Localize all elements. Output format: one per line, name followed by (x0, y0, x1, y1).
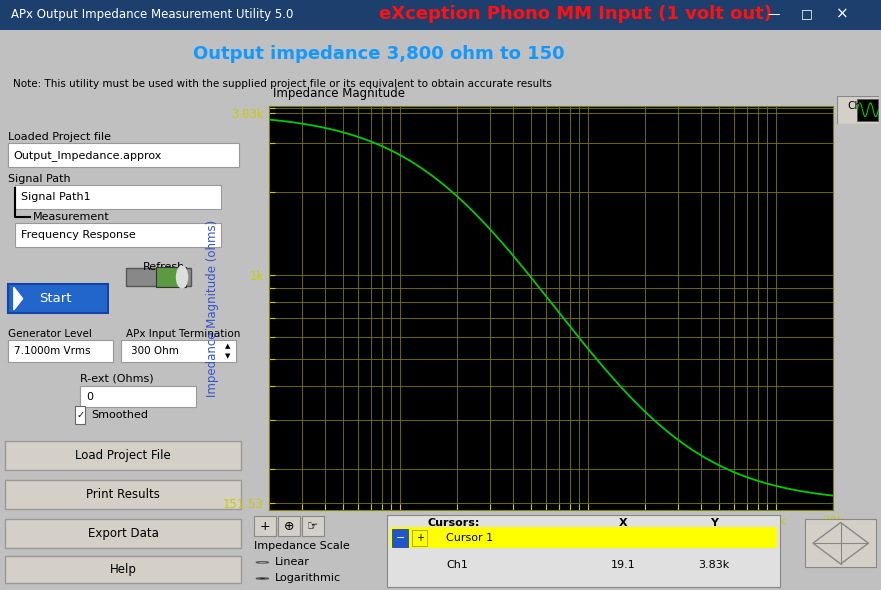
Bar (5, 556, 241, 583)
Bar (302, 516, 323, 536)
Polygon shape (813, 523, 869, 564)
Text: eXception Phono MM Input (1 volt out): eXception Phono MM Input (1 volt out) (379, 5, 772, 23)
Text: Signal Path1: Signal Path1 (21, 192, 91, 202)
Text: Output_Impedance.approx: Output_Impedance.approx (14, 150, 162, 160)
Bar (121, 340, 236, 362)
Text: Export Data: Export Data (87, 527, 159, 540)
Text: Impedance Scale: Impedance Scale (255, 540, 350, 550)
Text: APx Output Impedance Measurement Utility 5.0: APx Output Impedance Measurement Utility… (11, 8, 293, 21)
Text: Y: Y (710, 517, 718, 527)
Bar (5, 441, 241, 470)
Text: Print Results: Print Results (86, 488, 160, 501)
Text: Loaded Project file: Loaded Project file (8, 132, 110, 142)
Text: Impedance Magnitude: Impedance Magnitude (273, 87, 405, 100)
Text: —: — (767, 8, 780, 21)
Bar (5, 519, 241, 548)
Text: Measurement: Measurement (33, 212, 109, 222)
Bar (255, 516, 276, 536)
Text: Refresh: Refresh (143, 262, 185, 272)
Text: 3.83k: 3.83k (699, 560, 729, 571)
Circle shape (176, 266, 188, 288)
Bar (5, 480, 241, 509)
Text: Start: Start (39, 292, 71, 305)
X-axis label: Frequency (Hz): Frequency (Hz) (503, 532, 598, 545)
Bar (80, 386, 196, 407)
Text: X: X (618, 517, 627, 527)
Bar (387, 515, 781, 587)
Bar (15, 185, 221, 208)
Text: Cursors:: Cursors: (427, 517, 480, 527)
Text: ▼: ▼ (225, 353, 230, 359)
Circle shape (256, 578, 269, 579)
Circle shape (256, 562, 269, 563)
Text: 7.1000m Vrms: 7.1000m Vrms (14, 346, 91, 356)
Text: +: + (260, 520, 270, 533)
Y-axis label: Impedance Magnitude (ohms): Impedance Magnitude (ohms) (206, 219, 218, 397)
Bar (389, 527, 777, 548)
Text: Cursor 1: Cursor 1 (447, 533, 493, 543)
Bar (156, 267, 186, 287)
Bar (8, 143, 239, 167)
Text: 300 Ohm: 300 Ohm (130, 346, 179, 356)
Polygon shape (14, 287, 23, 310)
Text: R-ext (Ohms): R-ext (Ohms) (80, 373, 154, 384)
Text: ⊕: ⊕ (284, 520, 294, 533)
Text: Signal Path: Signal Path (8, 173, 70, 183)
Text: Frequency Response: Frequency Response (21, 230, 136, 240)
Text: Note: This utility must be used with the supplied project file or its equivalent: Note: This utility must be used with the… (13, 79, 552, 89)
Bar (392, 529, 408, 547)
Bar (805, 519, 876, 567)
Text: Output impedance 3,800 ohm to 150: Output impedance 3,800 ohm to 150 (193, 45, 565, 63)
Text: Help: Help (109, 563, 137, 576)
Text: □: □ (801, 8, 813, 21)
Bar (8, 340, 113, 362)
Text: 19.1: 19.1 (611, 560, 635, 571)
Bar (278, 516, 300, 536)
Text: +: + (416, 533, 424, 543)
Bar (8, 284, 108, 313)
Text: ×: × (836, 6, 848, 22)
Text: Generator Level: Generator Level (8, 329, 92, 339)
Text: Ch1: Ch1 (848, 101, 868, 112)
Text: −: − (396, 533, 405, 543)
Bar (411, 530, 427, 546)
Text: Ch1: Ch1 (447, 560, 468, 571)
Bar (75, 406, 85, 424)
Text: ☞: ☞ (307, 520, 318, 533)
Text: 0: 0 (86, 392, 93, 402)
Text: Logarithmic: Logarithmic (275, 573, 341, 584)
Circle shape (259, 578, 265, 579)
Text: Smoothed: Smoothed (92, 409, 149, 419)
Bar (15, 223, 221, 247)
Text: APx Input Termination: APx Input Termination (125, 329, 240, 339)
Text: Linear: Linear (275, 558, 310, 568)
Bar (125, 268, 191, 286)
Text: ✓: ✓ (76, 409, 85, 419)
Text: Load Project File: Load Project File (75, 449, 171, 462)
Text: ▲: ▲ (225, 343, 230, 349)
Bar (0, 0, 881, 30)
